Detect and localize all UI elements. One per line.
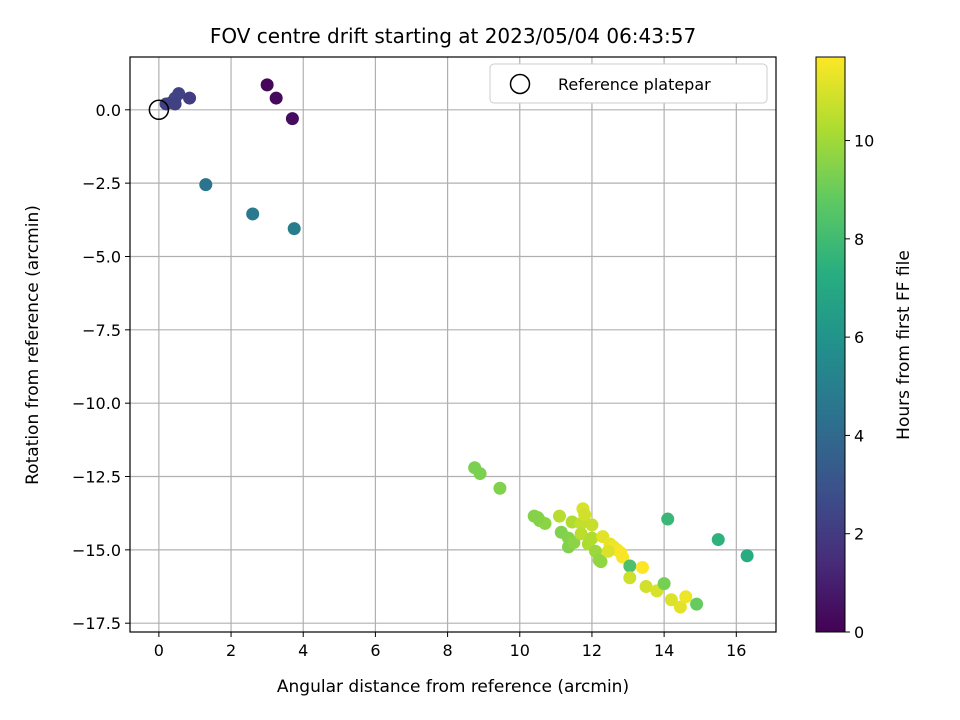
data-point	[711, 533, 725, 547]
y-tick-label: −2.5	[82, 174, 121, 193]
x-tick-label: 0	[154, 641, 164, 660]
y-tick-label: −10.0	[72, 394, 121, 413]
data-point	[473, 467, 487, 481]
plot-frame	[129, 56, 777, 633]
data-point	[287, 222, 301, 236]
data-point	[199, 178, 213, 192]
data-point	[574, 527, 588, 541]
data-point	[601, 544, 615, 558]
data-point	[531, 511, 545, 525]
data-point	[567, 536, 581, 550]
colorbar-tick-label: 0	[854, 623, 864, 642]
data-point	[657, 577, 671, 591]
y-axis-ticks: 0.0 −2.5 −5.0 −7.5 −10.0 −12.5 −15.0 −17.5	[72, 101, 130, 633]
data-point	[673, 600, 687, 614]
x-tick-label: 6	[370, 641, 380, 660]
x-tick-label: 14	[654, 641, 674, 660]
data-point	[679, 590, 693, 604]
data-point	[635, 560, 649, 574]
colorbar-tick-label: 4	[854, 426, 864, 445]
data-point	[168, 97, 182, 111]
y-axis-label: Rotation from reference (arcmin)	[23, 205, 43, 485]
colorbar-gradient	[815, 56, 846, 633]
y-tick-label: −12.5	[72, 468, 121, 487]
legend-label: Reference platepar	[558, 75, 711, 94]
y-tick-label: −5.0	[82, 247, 121, 266]
legend: Reference platepar	[489, 63, 768, 104]
data-point	[585, 531, 599, 545]
data-point	[690, 597, 704, 611]
data-point	[183, 91, 197, 105]
data-point	[623, 571, 637, 585]
x-tick-label: 4	[298, 641, 308, 660]
x-tick-label: 10	[510, 641, 530, 660]
colorbar-tick-label: 2	[854, 525, 864, 544]
x-axis-ticks: 0 2 4 6 8 10 12 14 16	[154, 632, 746, 660]
data-point	[740, 549, 754, 563]
data-point	[578, 508, 592, 522]
reference-marker	[148, 99, 170, 121]
colorbar-label: Hours from first FF file	[894, 250, 914, 440]
grid-lines	[130, 57, 776, 632]
y-tick-label: −17.5	[72, 614, 121, 633]
data-point	[269, 91, 283, 105]
data-point	[623, 559, 637, 573]
colorbar-tick-label: 8	[854, 230, 864, 249]
data-point	[260, 78, 274, 92]
colorbar-ticks: 0 2 4 6 8 10	[845, 132, 874, 642]
colorbar-tick-label: 10	[854, 132, 874, 151]
data-point	[639, 580, 653, 594]
y-tick-label: 0.0	[96, 101, 121, 120]
legend-box	[489, 63, 768, 104]
data-point	[664, 593, 678, 607]
data-point	[285, 112, 299, 126]
scatter-points	[159, 78, 754, 614]
x-tick-label: 8	[442, 641, 452, 660]
data-point	[246, 207, 260, 221]
x-tick-label: 16	[726, 641, 746, 660]
data-point	[616, 550, 630, 564]
data-point	[172, 87, 186, 101]
data-point	[661, 512, 675, 526]
colorbar-tick-label: 6	[854, 328, 864, 347]
x-tick-label: 12	[582, 641, 602, 660]
x-axis-label: Angular distance from reference (arcmin)	[277, 677, 629, 697]
y-tick-label: −7.5	[82, 321, 121, 340]
data-point	[585, 518, 599, 532]
data-point	[594, 555, 608, 569]
colorbar: 0 2 4 6 8 10 Hours from first FF file	[815, 56, 914, 642]
y-tick-label: −15.0	[72, 541, 121, 560]
data-point	[493, 481, 507, 495]
legend-marker	[509, 73, 531, 95]
x-tick-label: 2	[226, 641, 236, 660]
data-point	[552, 509, 566, 523]
chart-title: FOV centre drift starting at 2023/05/04 …	[210, 24, 696, 48]
